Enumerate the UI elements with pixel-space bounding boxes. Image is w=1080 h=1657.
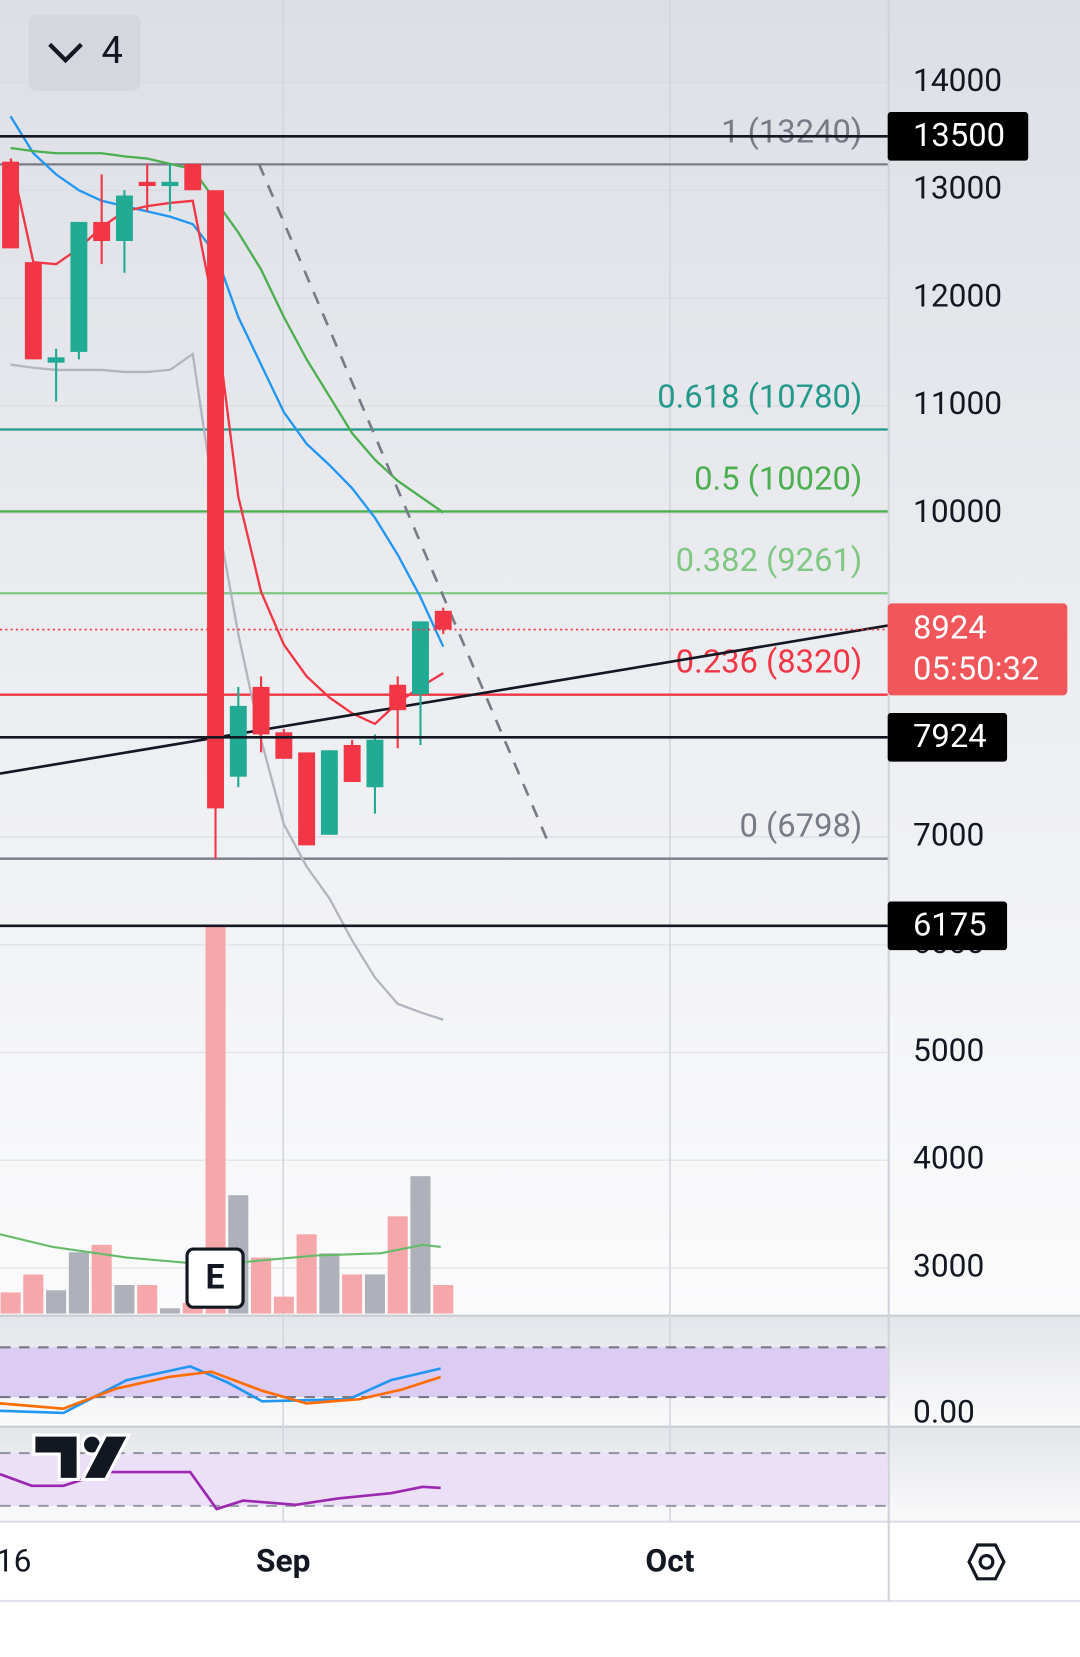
- volume-bar: [137, 1285, 158, 1314]
- button-bg[interactable]: [28, 14, 141, 91]
- settings-icon[interactable]: [967, 1543, 1006, 1581]
- fib-label: 0 (6798): [740, 807, 863, 845]
- time-axis: [0, 1521, 1080, 1657]
- candle-body: [70, 221, 88, 352]
- fib-label: 0.236 (8320): [676, 643, 863, 681]
- candle-body: [366, 739, 384, 788]
- volume-bar: [319, 1253, 340, 1314]
- candle-body: [24, 262, 42, 360]
- fib-label: 0.618 (10780): [657, 378, 862, 416]
- fib-label: 1 (13240): [721, 112, 862, 150]
- y-tick-label: 3000: [913, 1247, 984, 1284]
- event-marker[interactable]: E: [206, 1259, 225, 1298]
- level-label: 6175: [913, 906, 987, 944]
- candle-body: [298, 752, 316, 846]
- candle-body: [252, 686, 270, 735]
- candle-body: [434, 610, 452, 630]
- last-price-bg: [887, 603, 1068, 696]
- candle-body: [320, 750, 338, 835]
- y-tick-label: 12000: [913, 277, 1002, 314]
- volume-bar: [91, 1244, 112, 1314]
- logo: [32, 1433, 132, 1482]
- levels: [0, 135, 888, 928]
- volume-bar: [433, 1285, 454, 1314]
- interval-button[interactable]: 4: [28, 14, 141, 91]
- y-tick-label: 4000: [913, 1140, 984, 1177]
- candle-body: [275, 732, 293, 759]
- last-price-label: 8924: [913, 608, 987, 646]
- chevron-icon[interactable]: [48, 42, 83, 64]
- y-tick-label: 13000: [913, 170, 1002, 207]
- volume-bar: [364, 1274, 385, 1314]
- volume-bar: [205, 924, 226, 1314]
- trend-channel: [257, 163, 551, 846]
- moving-average: [10, 352, 444, 1021]
- trend-line: [0, 624, 888, 775]
- y-tick-label: 14000: [913, 62, 1002, 99]
- countdown-label: 05:50:32: [913, 650, 1039, 688]
- level-label: 13500: [913, 116, 1005, 154]
- event-marker-box[interactable]: [185, 1247, 245, 1309]
- x-tick-label: Oct: [645, 1542, 694, 1579]
- x-tick-label: Sep: [256, 1542, 310, 1579]
- y-tick-label: 5000: [913, 1032, 984, 1069]
- candle-body: [184, 163, 202, 191]
- indicator-band: [0, 1453, 888, 1506]
- indicator-line: [0, 1370, 442, 1410]
- fib-label: 0.5 (10020): [694, 459, 862, 497]
- candle-body: [412, 621, 429, 695]
- volume-bar: [159, 1308, 181, 1314]
- volume-bar: [296, 1234, 317, 1314]
- volume-bar: [251, 1257, 272, 1314]
- volume-bar: [23, 1274, 44, 1314]
- candle-body: [389, 684, 407, 711]
- volume-bar: [68, 1252, 89, 1314]
- volume-bar: [387, 1216, 408, 1314]
- x-tick-label: 16: [0, 1542, 31, 1579]
- candle-body: [138, 181, 156, 187]
- candle-body: [207, 190, 224, 809]
- candle-body: [47, 357, 65, 363]
- moving-average: [9, 115, 445, 648]
- volume-bar: [0, 1292, 21, 1314]
- volume-ma: [0, 1233, 441, 1266]
- y-tick-label: 11000: [913, 385, 1002, 422]
- indicator-line: [0, 1470, 441, 1511]
- candle-body: [229, 705, 247, 777]
- volume-bar: [114, 1285, 135, 1314]
- grid: [0, 81, 888, 1269]
- level-label-bg: [887, 901, 1008, 951]
- volume-bar: [46, 1290, 67, 1314]
- candle-body: [343, 744, 361, 782]
- moving-average: [10, 146, 444, 514]
- level-label-bg: [887, 112, 1029, 161]
- candle-body: [115, 195, 133, 242]
- y-tick-label: 7000: [913, 816, 984, 853]
- candle-body: [161, 181, 179, 187]
- candle-body: [2, 161, 20, 249]
- candle-body: [93, 221, 111, 242]
- level-label-bg: [887, 713, 1008, 762]
- indicator-tick-label: 0.00: [913, 1393, 975, 1430]
- y-tick-label: 10000: [913, 493, 1002, 530]
- volume-bar: [273, 1296, 294, 1314]
- fib-label: 0.382 (9261): [676, 541, 863, 579]
- level-label: 7924: [913, 717, 987, 755]
- volume-bar: [342, 1274, 363, 1314]
- candles: [2, 161, 452, 859]
- button-label[interactable]: 4: [101, 29, 122, 73]
- indicator-band: [0, 1347, 888, 1398]
